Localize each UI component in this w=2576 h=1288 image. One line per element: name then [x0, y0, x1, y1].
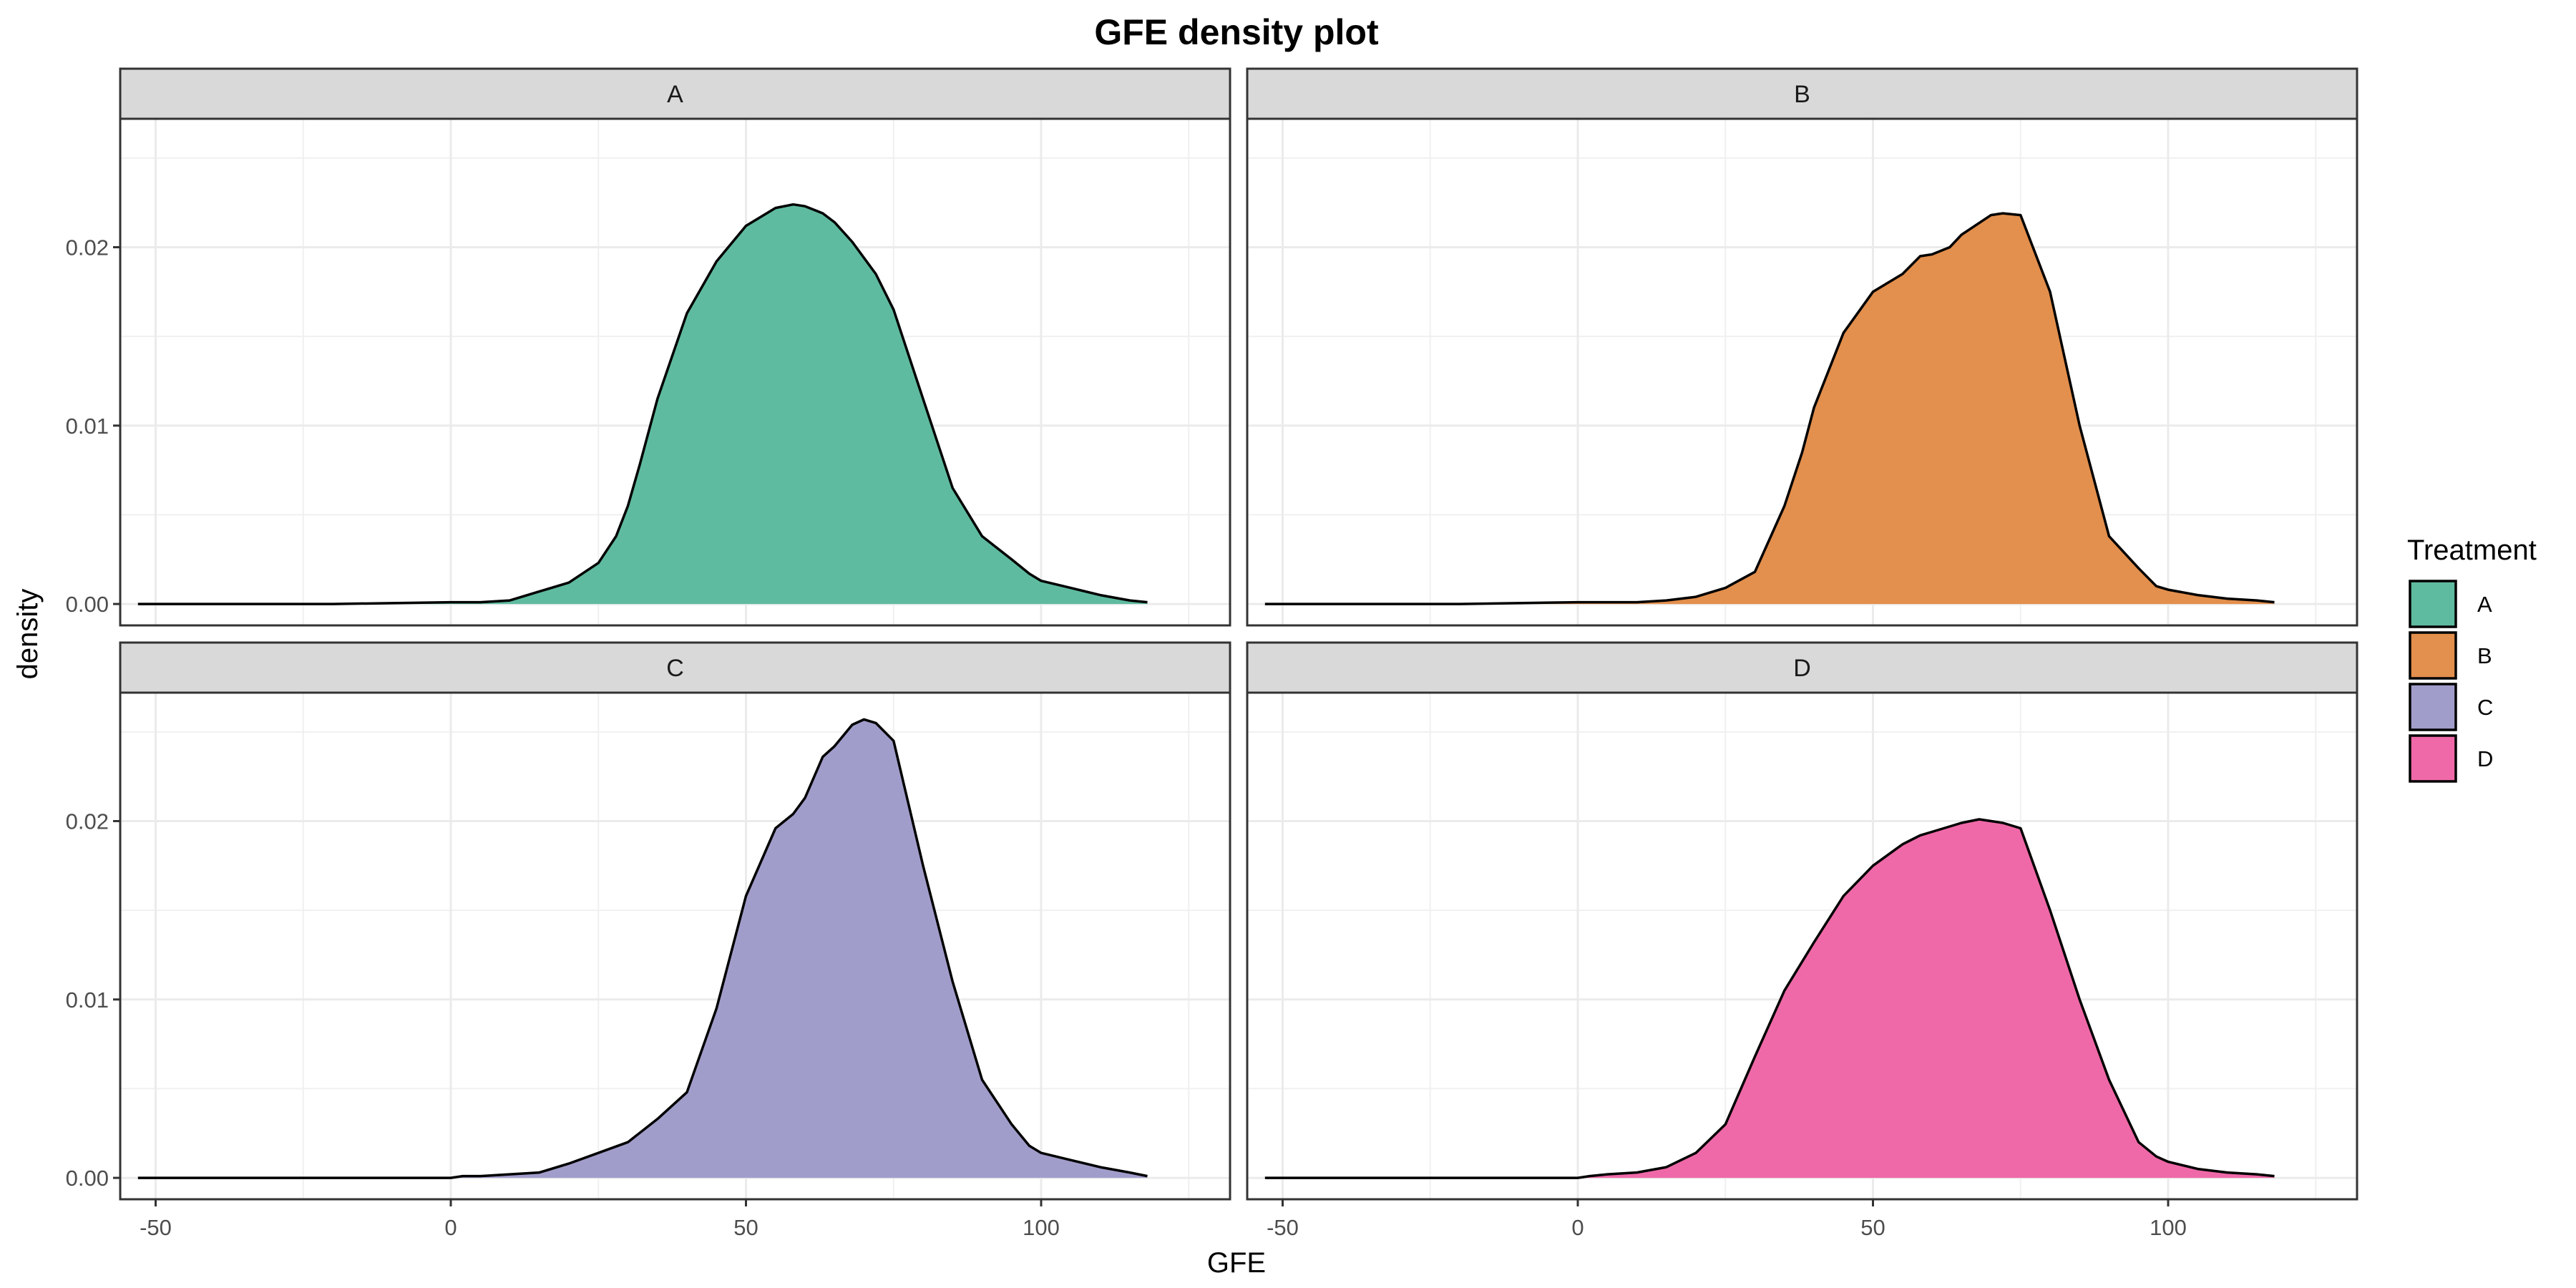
density-line-b [1264, 212, 2275, 605]
strip-label: C [666, 655, 684, 682]
strip-c [119, 641, 1231, 694]
density-area-d [1264, 819, 2275, 1179]
legend-key-b [2409, 631, 2457, 680]
panel-border [1246, 117, 2358, 627]
panel-c: C 0.00 0.01 0.02 -50 0 50 100 [66, 641, 1231, 1240]
x-axis-title: GFE [1207, 1247, 1266, 1279]
strip-label: B [1794, 81, 1810, 108]
legend-label: B [2477, 643, 2492, 668]
legend-key-c [2409, 683, 2457, 731]
y-axis-title: density [12, 589, 44, 680]
x-tick-label: 100 [2150, 1215, 2187, 1240]
legend-label: C [2477, 695, 2493, 720]
strip-b [1246, 67, 2358, 120]
legend: Treatment A B C D [2407, 535, 2537, 783]
strip-label: D [1793, 655, 1811, 682]
x-tick-label: 100 [1023, 1215, 1060, 1240]
x-tick-label: -50 [1267, 1215, 1299, 1240]
density-area-b [1264, 213, 2275, 605]
x-tick-label: -50 [140, 1215, 172, 1240]
panel-border [1246, 691, 2358, 1201]
legend-key-a [2409, 580, 2457, 628]
panel-border [119, 691, 1231, 1201]
y-tick-label: 0.01 [66, 987, 109, 1013]
density-area-c [137, 719, 1148, 1179]
strip-d [1246, 641, 2358, 694]
y-tick-label: 0.01 [66, 414, 109, 439]
panel-d: D -50 0 50 100 [1246, 641, 2358, 1240]
density-line-d [1264, 818, 2275, 1179]
chart-title: GFE density plot [1094, 12, 1379, 52]
y-tick-label: 0.02 [66, 809, 109, 834]
y-tick-label: 0.02 [66, 235, 109, 260]
x-tick-label: 0 [444, 1215, 457, 1240]
facet-panels: A 0.00 0.01 0.02 B C 0.00 0.01 0.02 -50 0 50 100 D -50… [66, 67, 2358, 1240]
y-tick-label: 0.00 [66, 1166, 109, 1191]
density-line-a [137, 203, 1148, 605]
panel-border [119, 117, 1231, 627]
x-tick-label: 50 [1860, 1215, 1885, 1240]
panel-b: B [1246, 67, 2358, 627]
legend-title: Treatment [2407, 535, 2537, 566]
y-tick-label: 0.00 [66, 592, 109, 617]
legend-label: A [2477, 592, 2492, 617]
density-line-c [137, 718, 1148, 1179]
legend-label: D [2477, 746, 2493, 771]
x-tick-label: 0 [1571, 1215, 1584, 1240]
strip-a [119, 67, 1231, 120]
density-area-a [137, 204, 1148, 605]
strip-label: A [667, 81, 683, 108]
panel-a: A 0.00 0.01 0.02 [66, 67, 1231, 627]
x-tick-label: 50 [733, 1215, 758, 1240]
legend-key-d [2409, 734, 2457, 783]
